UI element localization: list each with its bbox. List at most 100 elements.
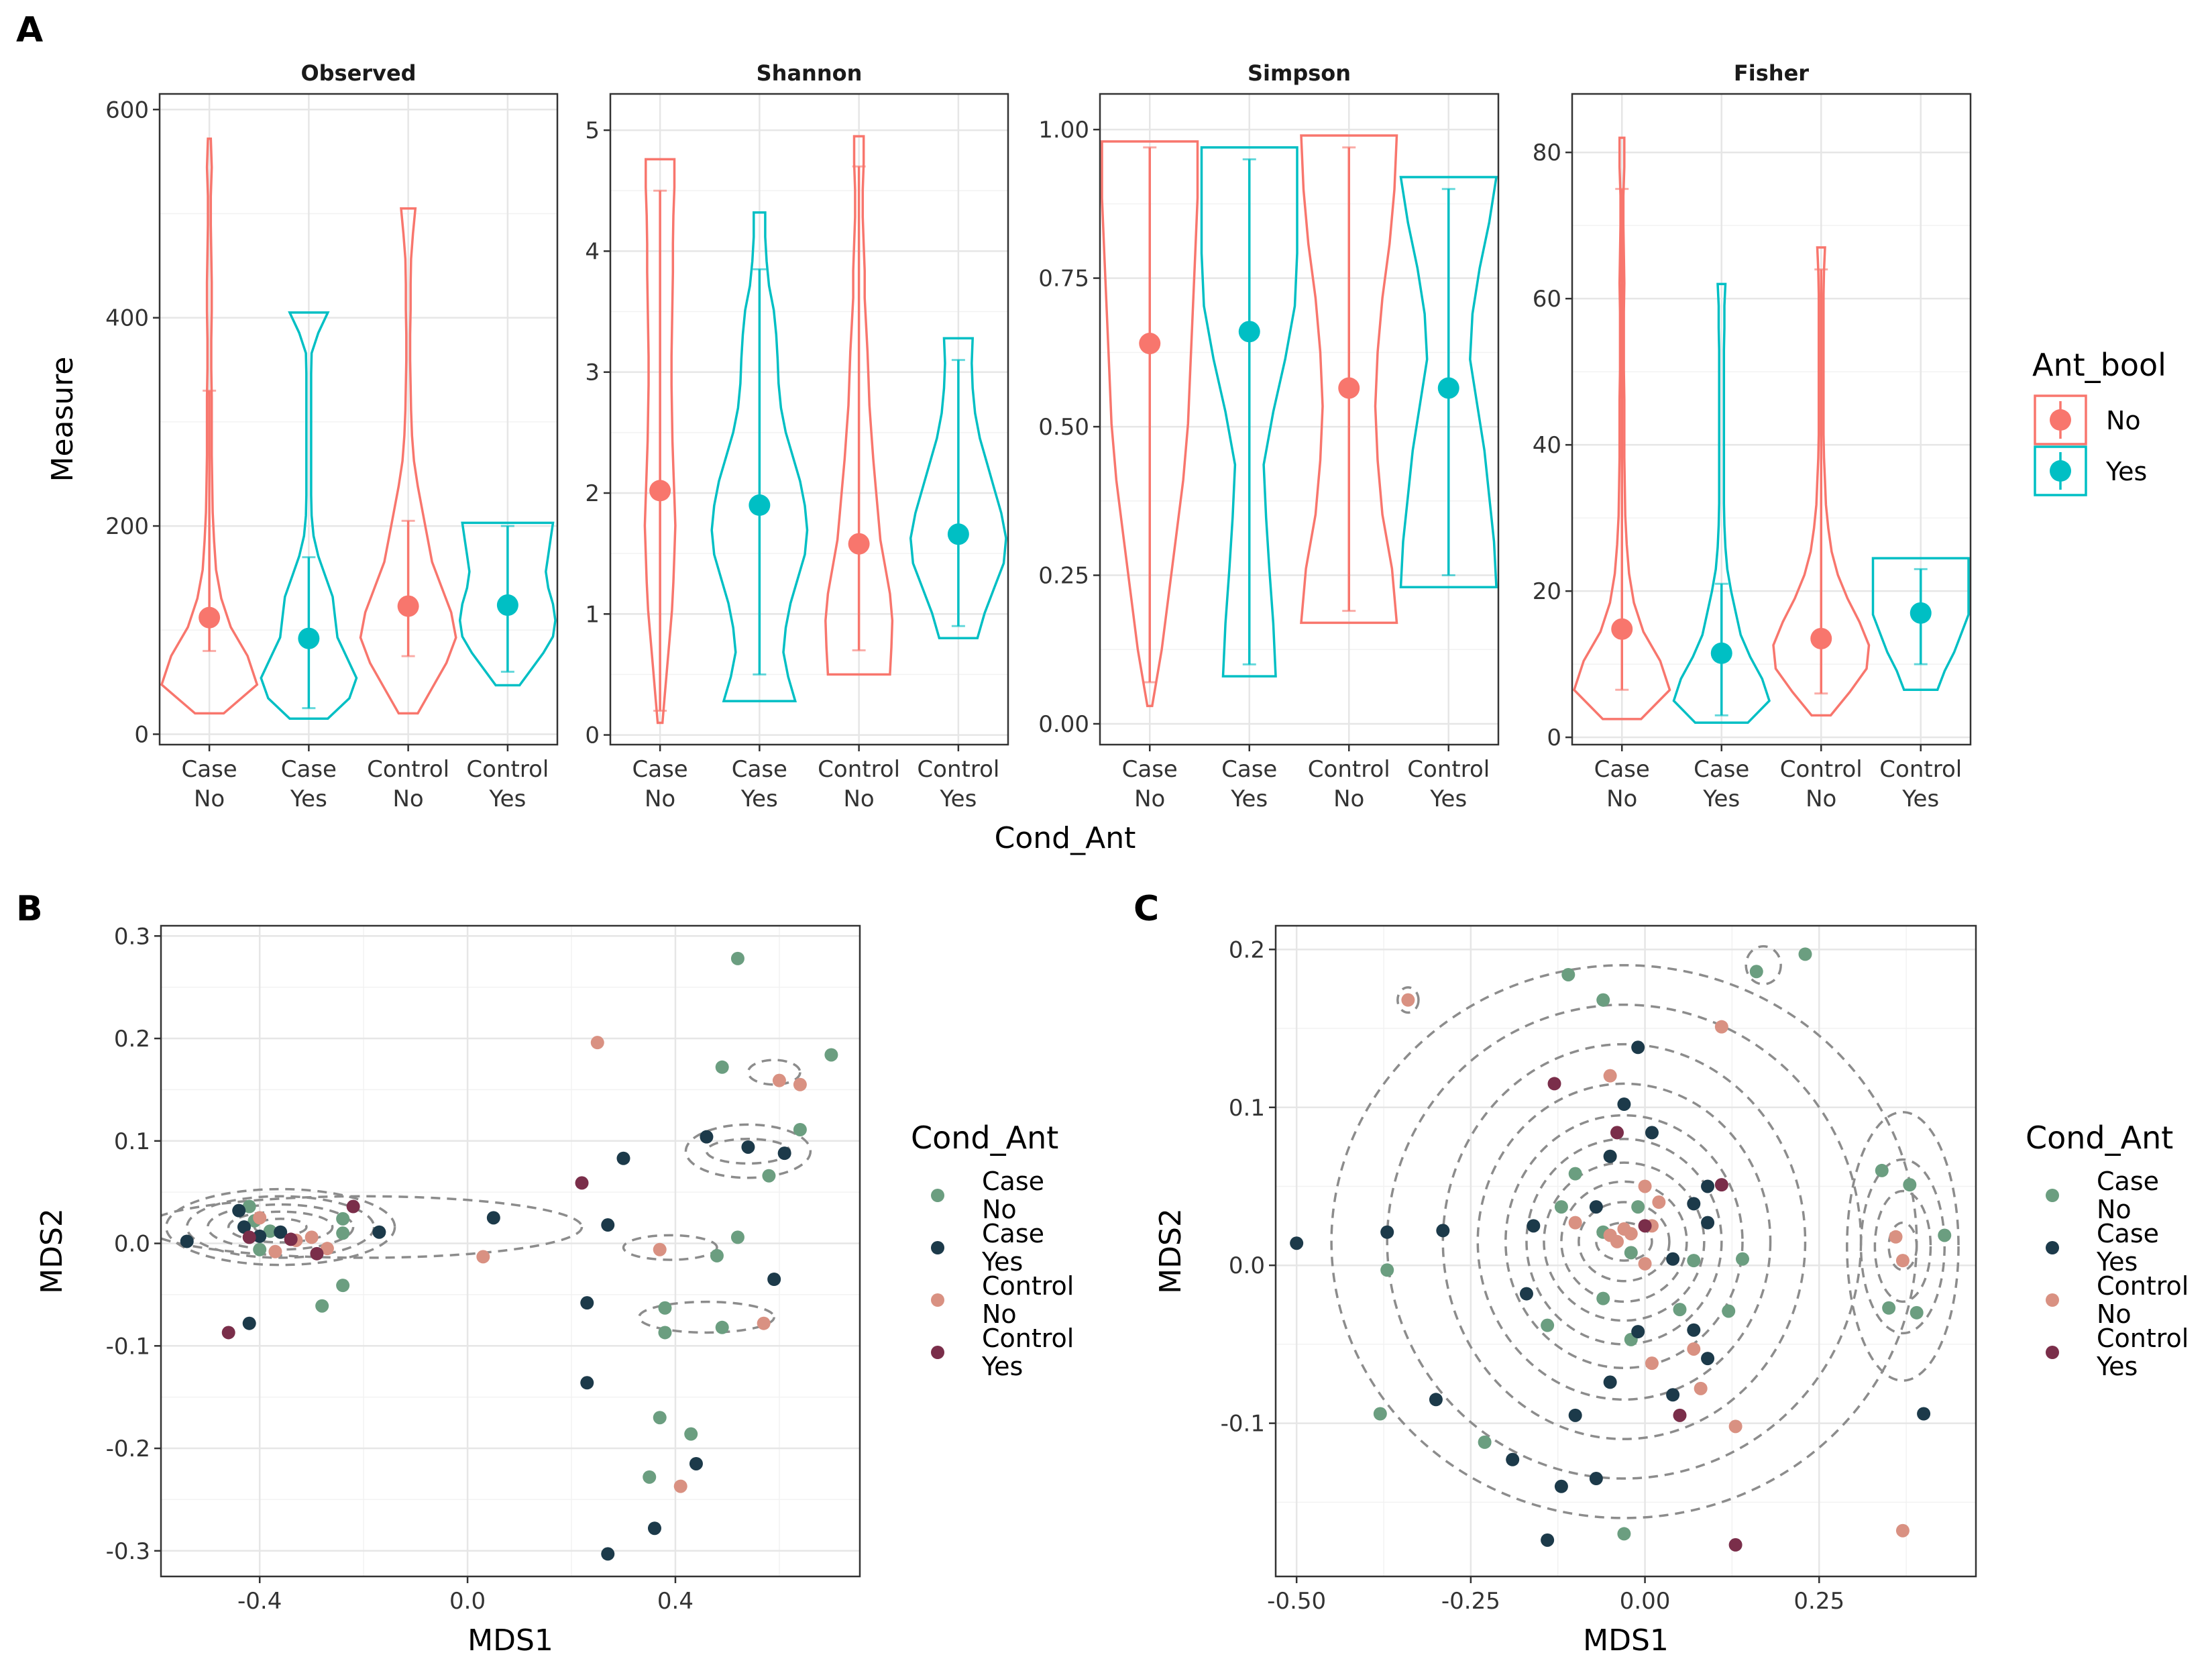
y-tick-label: 0.25 [1038, 563, 1089, 590]
violin-shape [710, 211, 809, 702]
scatter-point [1798, 947, 1812, 961]
scatter-point [1561, 967, 1575, 981]
scatter-point [1519, 1287, 1533, 1301]
facet-title: Shannon [757, 60, 863, 86]
scatter-point [274, 1225, 288, 1239]
scatter-point [1875, 1163, 1889, 1177]
y-tick-label: 0 [1547, 724, 1561, 751]
legend-key-point [931, 1189, 944, 1202]
y-tick-label: -0.2 [106, 1436, 150, 1462]
scatter-point [1596, 1291, 1610, 1305]
scatter-point [741, 1140, 755, 1154]
scatter-point [1596, 993, 1610, 1007]
scatter-point [730, 1230, 744, 1244]
legend-key-box [2034, 445, 2087, 496]
scatter-point [346, 1199, 360, 1214]
y-tick-label: 20 [1533, 578, 1561, 605]
x-axis-title: Cond_Ant [995, 821, 1136, 855]
legend-key-point [931, 1346, 944, 1359]
scatter-point [710, 1248, 724, 1263]
violin-shape [458, 521, 557, 687]
scatter-point [793, 1122, 807, 1136]
scatter-point [180, 1234, 194, 1248]
scatter-point [1882, 1301, 1896, 1315]
legend-label: Yes [981, 1247, 1023, 1277]
mean-point [199, 606, 221, 629]
scatter-point [1903, 1178, 1917, 1192]
violin-shape [1573, 136, 1671, 720]
scatter-point [1436, 1224, 1450, 1238]
legend-label: No [2097, 1195, 2132, 1224]
facet-observed: 0 200 400 600 Case No Case Yes Control No Control Y… [105, 60, 559, 812]
scatter-point [1687, 1197, 1701, 1211]
scatter-point [653, 1411, 667, 1425]
scatter-point [1728, 1419, 1743, 1434]
x-tick-label: -0.4 [237, 1588, 282, 1615]
scatter-point [1638, 1256, 1652, 1271]
legend-label: Case [982, 1167, 1044, 1196]
x-tick-label: Yes [1230, 786, 1268, 812]
legend-key-point [2050, 460, 2071, 482]
density-contour [1745, 945, 1782, 985]
y-tick-label: 0.00 [1038, 711, 1089, 738]
x-tick-label: -0.50 [1267, 1588, 1326, 1615]
scatter-point [1624, 1227, 1638, 1241]
scatter-point [1478, 1435, 1492, 1449]
violin-shape [643, 158, 677, 724]
mean-point [947, 523, 969, 545]
x-tick-label: No [393, 786, 424, 812]
scatter-point [616, 1151, 630, 1165]
plot-frame [160, 924, 861, 1578]
scatter-point [1541, 1533, 1555, 1547]
legend-label: Yes [2096, 1247, 2138, 1277]
density-contour [1525, 1138, 1723, 1346]
scatter-point [700, 1130, 714, 1144]
scatter-point [575, 1176, 589, 1190]
x-tick-label: Case [632, 756, 688, 783]
scatter-point [1624, 1246, 1638, 1260]
scatter-point [1714, 1178, 1728, 1192]
x-tick-label: Control [917, 756, 999, 783]
y-tick-label: 40 [1533, 432, 1561, 459]
mean-point [848, 533, 870, 555]
scatter-point [1701, 1352, 1715, 1366]
scatter-point [1568, 1408, 1582, 1422]
x-tick-label: No [844, 786, 875, 812]
mean-point [649, 480, 671, 502]
scatter-points [1290, 947, 1952, 1552]
scatter-point [1917, 1407, 1931, 1421]
scatter-point [253, 1242, 267, 1256]
y-tick-label: 0.0 [114, 1231, 150, 1258]
scatter-point [601, 1218, 615, 1232]
violin-shape [1672, 282, 1771, 724]
scatter-point [253, 1229, 267, 1243]
density-contour [161, 1195, 584, 1259]
density-contour [637, 1300, 775, 1334]
violin-shape [1300, 134, 1398, 625]
x-tick-label: Yes [1702, 786, 1740, 812]
x-tick-label: No [1606, 786, 1637, 812]
violin-shape [260, 311, 358, 720]
y-tick-label: 1 [585, 601, 600, 628]
y-tick-label: 0 [585, 722, 600, 749]
scatter-point [263, 1224, 277, 1238]
scatter-point [1603, 1069, 1617, 1083]
density-contour [746, 1059, 801, 1086]
legend-key-point [931, 1293, 944, 1307]
legend-label: Control [982, 1271, 1074, 1301]
x-tick-label: Case [182, 756, 237, 783]
density-contour [1873, 1189, 1932, 1303]
scatter-point [658, 1326, 672, 1340]
mean-point [397, 595, 419, 617]
mean-point [1437, 377, 1459, 399]
violin-shape [1200, 146, 1298, 678]
scatter-point [653, 1242, 667, 1256]
legend-label: Control [2097, 1271, 2189, 1301]
density-contour [622, 1234, 718, 1261]
panel-label-a: A [16, 10, 43, 50]
mean-point [1710, 642, 1732, 664]
scatter-point [715, 1320, 729, 1334]
scatter-point [242, 1230, 256, 1244]
scatter-point [1645, 1126, 1659, 1140]
